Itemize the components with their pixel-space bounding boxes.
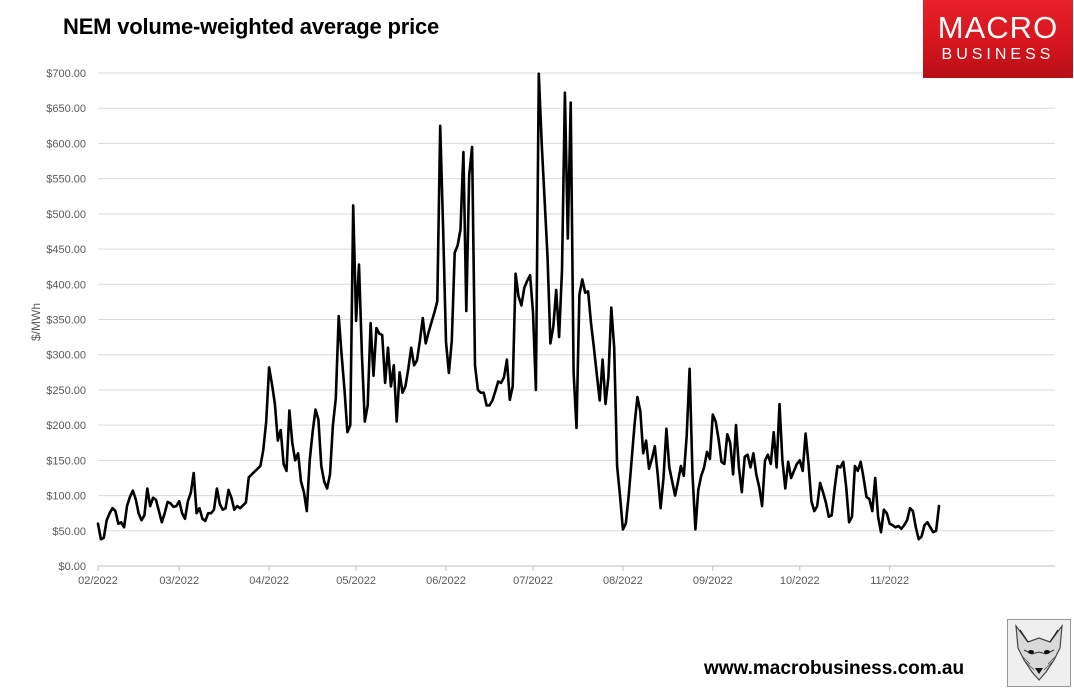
y-tick-label: $450.00 xyxy=(46,244,86,256)
x-tick-label: 11/2022 xyxy=(870,575,909,587)
fox-icon xyxy=(1007,619,1071,687)
y-tick-label: $50.00 xyxy=(52,526,86,538)
x-tick-label: 09/2022 xyxy=(693,575,733,587)
x-tick-label: 04/2022 xyxy=(249,575,289,587)
y-axis-label: $/MWh xyxy=(29,303,43,341)
y-tick-label: $650.00 xyxy=(46,103,86,115)
x-tick-label: 06/2022 xyxy=(426,575,466,587)
y-tick-label: $0.00 xyxy=(58,561,86,573)
x-tick-label: 03/2022 xyxy=(159,575,199,587)
series-line xyxy=(96,72,941,541)
y-tick-label: $250.00 xyxy=(46,385,86,397)
logo-line2: BUSINESS xyxy=(941,46,1055,63)
y-tick-label: $550.00 xyxy=(46,174,86,186)
x-tick-label: 02/2022 xyxy=(78,575,118,587)
macrobusiness-logo[interactable]: MACRO BUSINESS xyxy=(923,0,1073,78)
series-layer xyxy=(96,72,941,541)
fox-illustration xyxy=(1008,620,1070,686)
x-tick-label: 05/2022 xyxy=(336,575,376,587)
y-tick-label: $700.00 xyxy=(46,68,86,80)
website-url[interactable]: www.macrobusiness.com.au xyxy=(704,658,965,679)
x-tick-label: 10/2022 xyxy=(780,575,820,587)
y-tick-label: $350.00 xyxy=(46,315,86,327)
y-tick-label: $150.00 xyxy=(46,455,86,467)
x-axis-ticks: 02/2022 03/2022 04/2022 05/2022 06/2022 07/20… xyxy=(78,566,909,587)
x-tick-label: 07/2022 xyxy=(513,575,553,587)
y-tick-label: $300.00 xyxy=(46,350,86,362)
gridlines xyxy=(98,72,1055,532)
y-tick-label: $100.00 xyxy=(46,491,86,503)
y-tick-label: $500.00 xyxy=(46,209,86,221)
y-tick-label: $600.00 xyxy=(46,138,86,150)
y-tick-label: $200.00 xyxy=(46,420,86,432)
chart-title: NEM volume-weighted average price xyxy=(63,14,440,39)
y-tick-label: $400.00 xyxy=(46,279,86,291)
x-tick-label: 08/2022 xyxy=(603,575,643,587)
y-axis-ticks: $0.00 $50.00 $100.00 $150.00 $200.00 $250.00 $… xyxy=(46,68,86,573)
logo-line1: MACRO xyxy=(937,10,1059,45)
